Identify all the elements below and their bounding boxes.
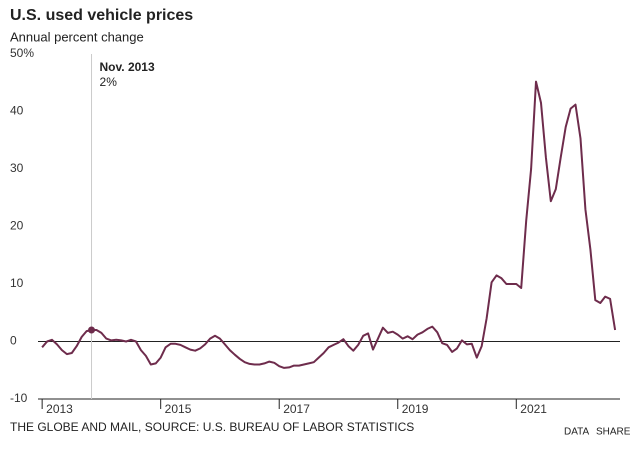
x-tick-label: 2019 — [402, 402, 429, 416]
y-tick-label: 10 — [10, 276, 24, 290]
y-tick-label: -10 — [10, 391, 28, 405]
x-tick-label: 2017 — [283, 402, 310, 416]
x-tick-label: 2021 — [520, 402, 547, 416]
y-tick-label: 20 — [10, 219, 24, 233]
data-button[interactable]: DATA — [564, 427, 590, 438]
y-tick-label: 0 — [10, 334, 17, 348]
y-tick-label: 50% — [10, 46, 34, 60]
chart-title: U.S. used vehicle prices — [10, 7, 193, 24]
chart-subtitle: Annual percent change — [10, 29, 144, 44]
y-tick-label: 30 — [10, 161, 24, 175]
data-line — [41, 80, 617, 369]
x-tick-label: 2015 — [165, 402, 192, 416]
y-tick-label: 40 — [10, 104, 24, 118]
annotation-point — [88, 326, 96, 334]
annotation-label: 2% — [100, 75, 118, 89]
source: THE GLOBE AND MAIL, SOURCE: U.S. BUREAU … — [10, 420, 414, 434]
share-button[interactable]: SHARE — [596, 427, 631, 438]
x-tick-label: 2013 — [46, 402, 73, 416]
annotation-title: Nov. 2013 — [100, 60, 155, 74]
